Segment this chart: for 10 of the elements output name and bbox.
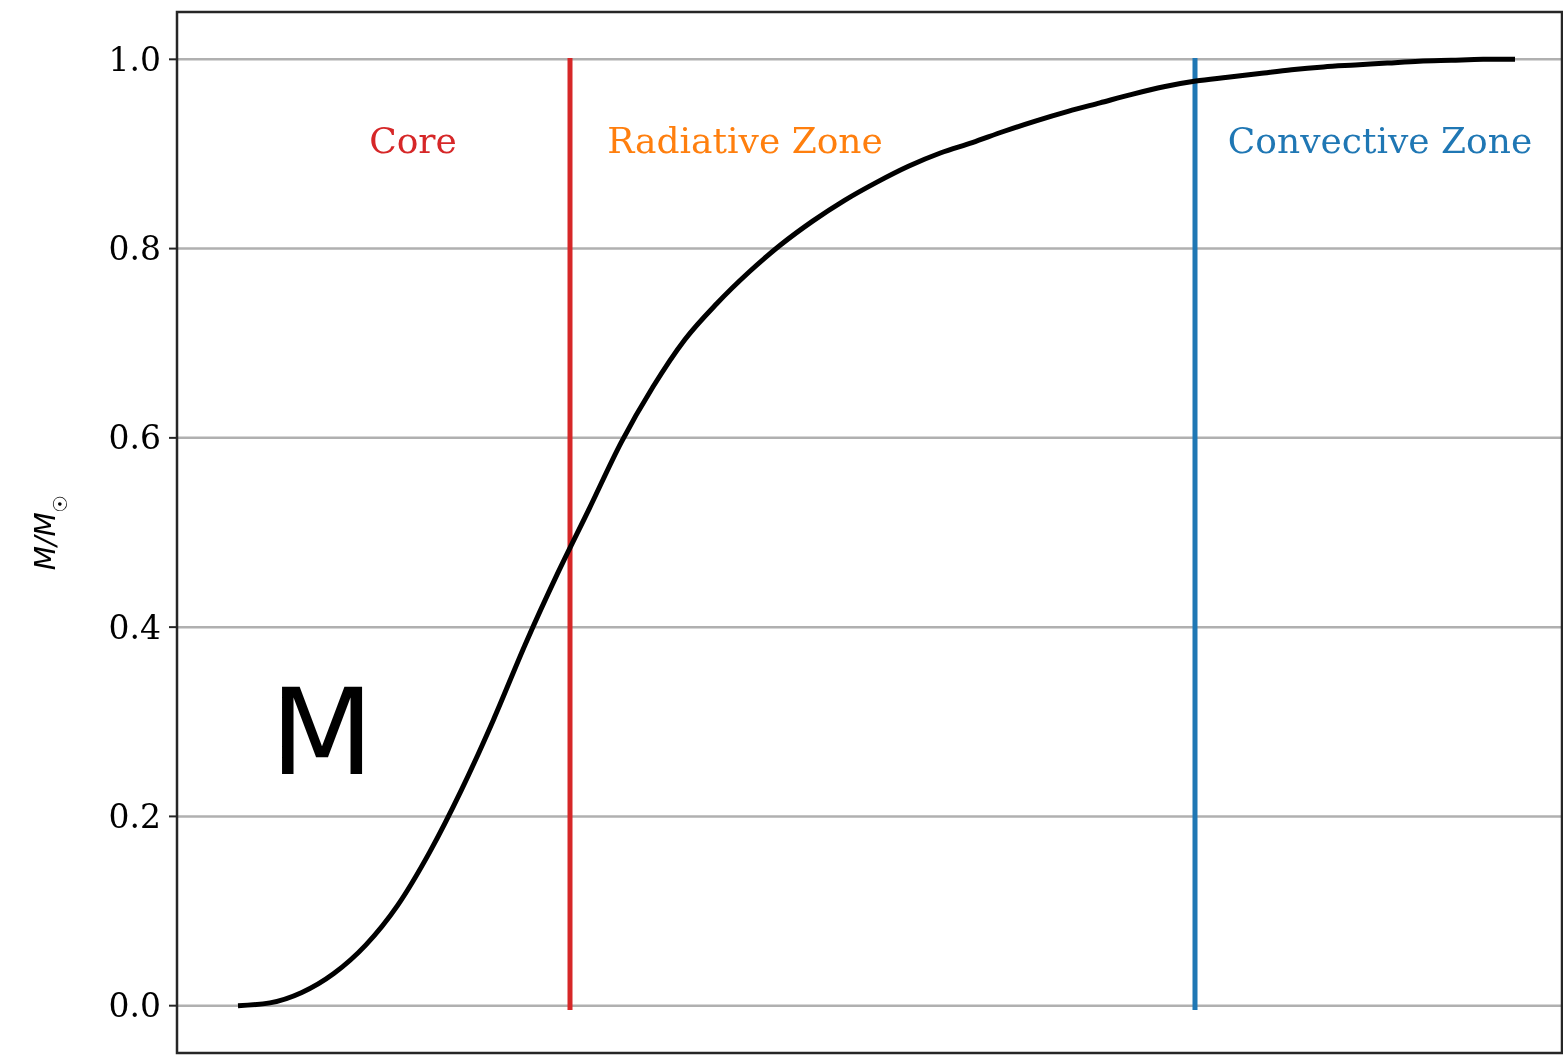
y-tick-label: 0.0 [108,986,161,1026]
annotation: Radiative Zone [607,119,883,161]
y-tick-label: 0.4 [108,607,161,647]
y-tick-label: 0.2 [108,796,161,836]
y-tick-label: 0.6 [108,418,161,458]
annotation: M [270,663,374,802]
y-tick-label: 0.8 [108,229,161,269]
annotation: Core [369,119,457,161]
annotation: Convective Zone [1227,119,1533,161]
y-tick-label: 1.0 [108,39,161,79]
